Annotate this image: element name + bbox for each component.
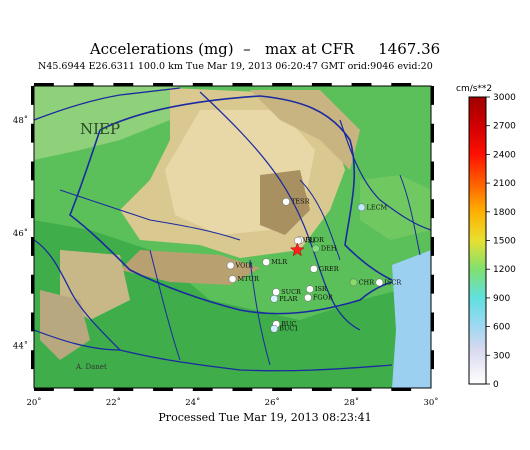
station-label: PLAR bbox=[279, 295, 298, 303]
colorbar bbox=[468, 96, 487, 385]
station-marker[interactable] bbox=[294, 236, 302, 245]
station-label: ISR bbox=[315, 285, 328, 293]
niep-logo: NIEP bbox=[80, 120, 120, 138]
terrain-layer bbox=[34, 86, 431, 388]
x-tick-label: 24˚ bbox=[185, 396, 200, 408]
colorbar-tick-label: 300 bbox=[493, 351, 510, 361]
station-label: FGOR bbox=[313, 294, 334, 302]
y-tick-label: 46˚ bbox=[13, 227, 28, 239]
borders-layer bbox=[34, 87, 431, 372]
map-title: Accelerations (mg) – max at CFR 1467.36 bbox=[89, 40, 441, 58]
station-label: GRER bbox=[319, 265, 340, 273]
station-label: LECM bbox=[367, 203, 388, 211]
colorbar-tick-label: 900 bbox=[493, 294, 510, 304]
station-label: SUCR bbox=[281, 288, 302, 296]
x-tick-label: 26˚ bbox=[265, 396, 280, 408]
station-label: MTUR bbox=[238, 275, 260, 283]
station-label: PLOR bbox=[305, 236, 325, 244]
colorbar-tick-label: 2400 bbox=[493, 150, 516, 160]
colorbar-tick-label: 3000 bbox=[493, 93, 516, 103]
y-tick-label: 44˚ bbox=[13, 340, 28, 352]
colorbar-tick-label: 0 bbox=[493, 380, 499, 390]
map-credit: A. Danet bbox=[75, 363, 107, 371]
station-marker[interactable] bbox=[306, 285, 314, 294]
map-frame-ticks bbox=[31, 83, 434, 391]
station-marker[interactable] bbox=[375, 278, 384, 287]
station-label: BUC1 bbox=[279, 325, 298, 333]
station-label: ISCR bbox=[384, 278, 402, 286]
x-tick-label: 30˚ bbox=[423, 396, 438, 408]
station-marker[interactable] bbox=[349, 278, 358, 287]
colorbar-unit-label: cm/s**2 bbox=[456, 84, 493, 94]
station-label: TESR bbox=[291, 198, 311, 206]
station-label: VRI bbox=[302, 237, 316, 245]
station-marker[interactable] bbox=[228, 275, 237, 283]
station-label: MLR bbox=[271, 258, 288, 266]
colorbar-tick-label: 1500 bbox=[493, 237, 516, 247]
y-tick-label: 48˚ bbox=[13, 114, 28, 126]
station-label: BUC bbox=[281, 320, 296, 328]
colorbar-tick-label: 2700 bbox=[493, 122, 516, 132]
axis-tick-labels: 20˚ 22˚ 24˚ 26˚ 28˚ 30˚ 48˚ 46˚ 44˚ bbox=[13, 114, 439, 408]
station-marker[interactable] bbox=[282, 197, 290, 206]
colorbar-tick-label: 1800 bbox=[493, 208, 516, 218]
station-marker[interactable] bbox=[357, 203, 366, 212]
x-tick-label: 22˚ bbox=[106, 396, 121, 408]
station-marker[interactable] bbox=[312, 244, 320, 253]
station-marker[interactable] bbox=[270, 294, 279, 303]
station-marker[interactable] bbox=[270, 324, 279, 333]
station-marker[interactable] bbox=[310, 265, 318, 273]
station-label: CHR bbox=[359, 278, 376, 286]
station-marker[interactable] bbox=[262, 258, 271, 266]
epicenter-star-icon bbox=[289, 242, 305, 257]
station-label: DEH bbox=[321, 245, 337, 253]
station-marker[interactable] bbox=[304, 293, 312, 302]
colorbar-tick-label: 600 bbox=[493, 323, 510, 333]
colorbar-tick-label: 1200 bbox=[493, 265, 516, 275]
event-info-subtitle: N45.6944 E26.6311 100.0 km Tue Mar 19, 2… bbox=[38, 61, 433, 72]
station-label: VOIR bbox=[235, 262, 254, 270]
processed-timestamp: Processed Tue Mar 19, 2013 08:23:41 bbox=[158, 411, 372, 424]
x-tick-label: 28˚ bbox=[344, 396, 359, 408]
colorbar-tick-label: 2100 bbox=[493, 179, 516, 189]
x-tick-label: 20˚ bbox=[26, 396, 41, 408]
station-marker[interactable] bbox=[226, 261, 235, 270]
